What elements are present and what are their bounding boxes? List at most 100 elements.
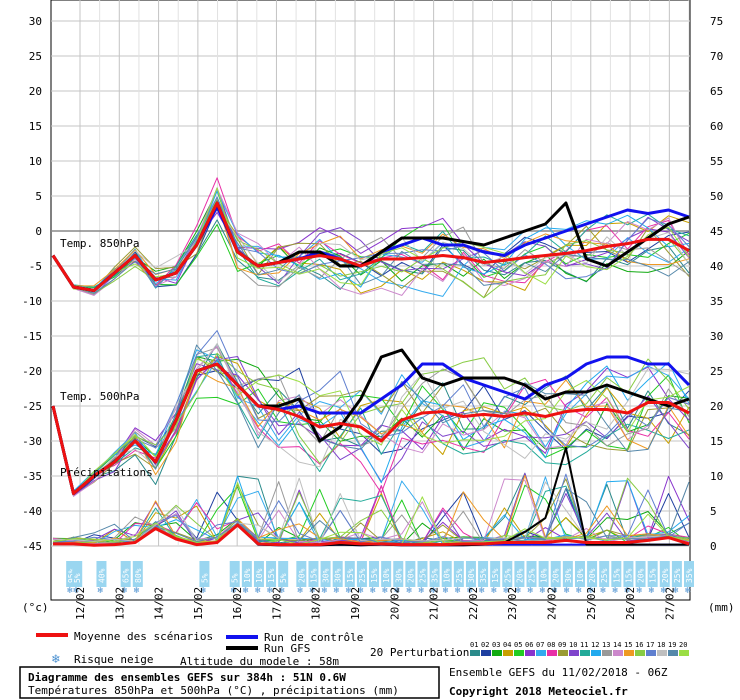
snowflake-icon: ❄ [600, 586, 606, 596]
perturbation-swatch [646, 650, 656, 656]
snow-risk-pct: 95% [67, 568, 76, 583]
date-label: 23/02 [506, 587, 519, 620]
snowflake-icon: ❄ [73, 586, 79, 596]
left-tick-label: 20 [29, 85, 42, 98]
snow-risk-cell [199, 561, 210, 587]
snowflake-icon: ❄ [564, 586, 570, 596]
snow-risk-cell [120, 561, 131, 587]
snowflake-icon: ❄ [406, 586, 412, 596]
snowflake-icon: ❄ [67, 586, 73, 596]
perturbation-line-t850 [52, 187, 690, 291]
snow-risk-cell [229, 561, 240, 587]
perturbation-line-t850 [52, 189, 690, 297]
snow-risk-pct: 15% [267, 568, 276, 583]
left-tick-label: 0 [35, 225, 42, 238]
perturbation-number: 03 [492, 641, 500, 649]
snow-risk-pct: 10% [255, 568, 264, 583]
perturbation-number: 11 [580, 641, 588, 649]
snow-risk-cell [241, 561, 252, 587]
perturbation-swatch [558, 650, 568, 656]
plot-frame [50, 0, 691, 601]
perturbation-swatch [591, 650, 601, 656]
panel-label-precip: Précipitations [60, 466, 153, 479]
snow-risk-pct: 15% [612, 568, 621, 583]
perturbation-number: 07 [536, 641, 544, 649]
legend: Moyenne des scénarios Run de contrôle Ru… [36, 630, 689, 668]
perturbation-swatch [635, 650, 645, 656]
snow-risk-pct: 15% [624, 568, 633, 583]
snow-risk-pct: 25% [503, 568, 512, 583]
snow-risk-pct: 5% [279, 573, 288, 583]
right-tick-label: 75 [710, 15, 723, 28]
snow-risk-pct: 30% [394, 568, 403, 583]
right-tick-label: 35 [710, 295, 723, 308]
snowflake-icon: ❄ [267, 586, 273, 596]
snowflake-icon: ❄ [503, 586, 509, 596]
snow-risk-pct: 40% [97, 568, 106, 583]
perturbation-swatch [514, 650, 524, 656]
snowflake-icon: ❄ [358, 586, 364, 596]
perturbation-line-t500 [52, 343, 690, 494]
right-tick-label: 25 [710, 365, 723, 378]
left-tick-label: -45 [22, 540, 42, 553]
perturbation-number: 12 [591, 641, 599, 649]
left-tick-label: -5 [29, 260, 42, 273]
left-tick-label: -40 [22, 505, 42, 518]
snow-risk-cell [453, 561, 464, 587]
perturbation-line-precip [52, 481, 690, 545]
snowflake-icon: ❄ [649, 586, 655, 596]
snow-risk-cell [356, 561, 367, 587]
snowflake-icon: ❄ [552, 586, 558, 596]
perturbation-line-t500 [52, 349, 690, 492]
snow-risk-cell [441, 561, 452, 587]
snowflake-icon: ❄ [624, 586, 630, 596]
snow-risk-cell [429, 561, 440, 587]
right-tick-label: 45 [710, 225, 723, 238]
right-tick-label: 0 [710, 540, 717, 553]
snow-risk-pct: 20% [661, 568, 670, 583]
snow-risk-pct: 10% [243, 568, 252, 583]
right-tick-label: 70 [710, 50, 723, 63]
snow-risk-cell [611, 561, 622, 587]
footer-title-box [19, 666, 440, 699]
snow-risk-cell [381, 561, 392, 587]
snow-risk-cell [465, 561, 476, 587]
snowflake-icon: ❄ [455, 586, 461, 596]
snow-risk-cell [369, 561, 380, 587]
snowflake-icon: ❄ [134, 586, 140, 596]
legend-perturbations-label: 20 Perturbations [370, 646, 476, 659]
snow-risk-pct: 30% [467, 568, 476, 583]
date-label: 24/02 [545, 587, 558, 620]
perturbation-swatch [547, 650, 557, 656]
footer-title: Diagramme des ensembles GEFS sur 384h : … [28, 671, 346, 684]
date-label: 27/02 [663, 587, 676, 620]
snowflake-icon: ❄ [431, 586, 437, 596]
left-tick-label: -20 [22, 365, 42, 378]
footer-subtitle: Températures 850hPa et 500hPa (°C) , pré… [28, 684, 399, 697]
date-label: 15/02 [192, 587, 205, 620]
perturbation-line-t500 [52, 330, 690, 495]
perturbation-swatch [470, 650, 480, 656]
date-axis-labels: 12/02 13/02 14/02 15/02 16/02 17/02 18/02 19/02… [74, 587, 676, 620]
snowflake-icon: ❄ [51, 652, 60, 667]
snow-risk-cell [562, 561, 573, 587]
snow-risk-pct: 35% [685, 568, 694, 583]
left-tick-label: -25 [22, 400, 42, 413]
snow-risk-pct: 5% [200, 573, 209, 583]
snowflake-icon: ❄ [322, 586, 328, 596]
perturbation-number: 13 [602, 641, 610, 649]
snow-risk-cell [647, 561, 658, 587]
snow-risk-cell [671, 561, 682, 587]
perturbation-number: 18 [657, 641, 665, 649]
left-tick-label: 15 [29, 120, 42, 133]
snowflake-icon: ❄ [418, 586, 424, 596]
perturbation-swatch [679, 650, 689, 656]
snow-risk-cell [132, 561, 143, 587]
snow-risk-pct: 35% [431, 568, 440, 583]
date-label: 25/02 [585, 587, 598, 620]
right-tick-label: 5 [710, 505, 717, 518]
snowflake-icon: ❄ [346, 586, 352, 596]
snowflake-icon: ❄ [297, 586, 303, 596]
perturbation-line-t500 [52, 369, 690, 496]
